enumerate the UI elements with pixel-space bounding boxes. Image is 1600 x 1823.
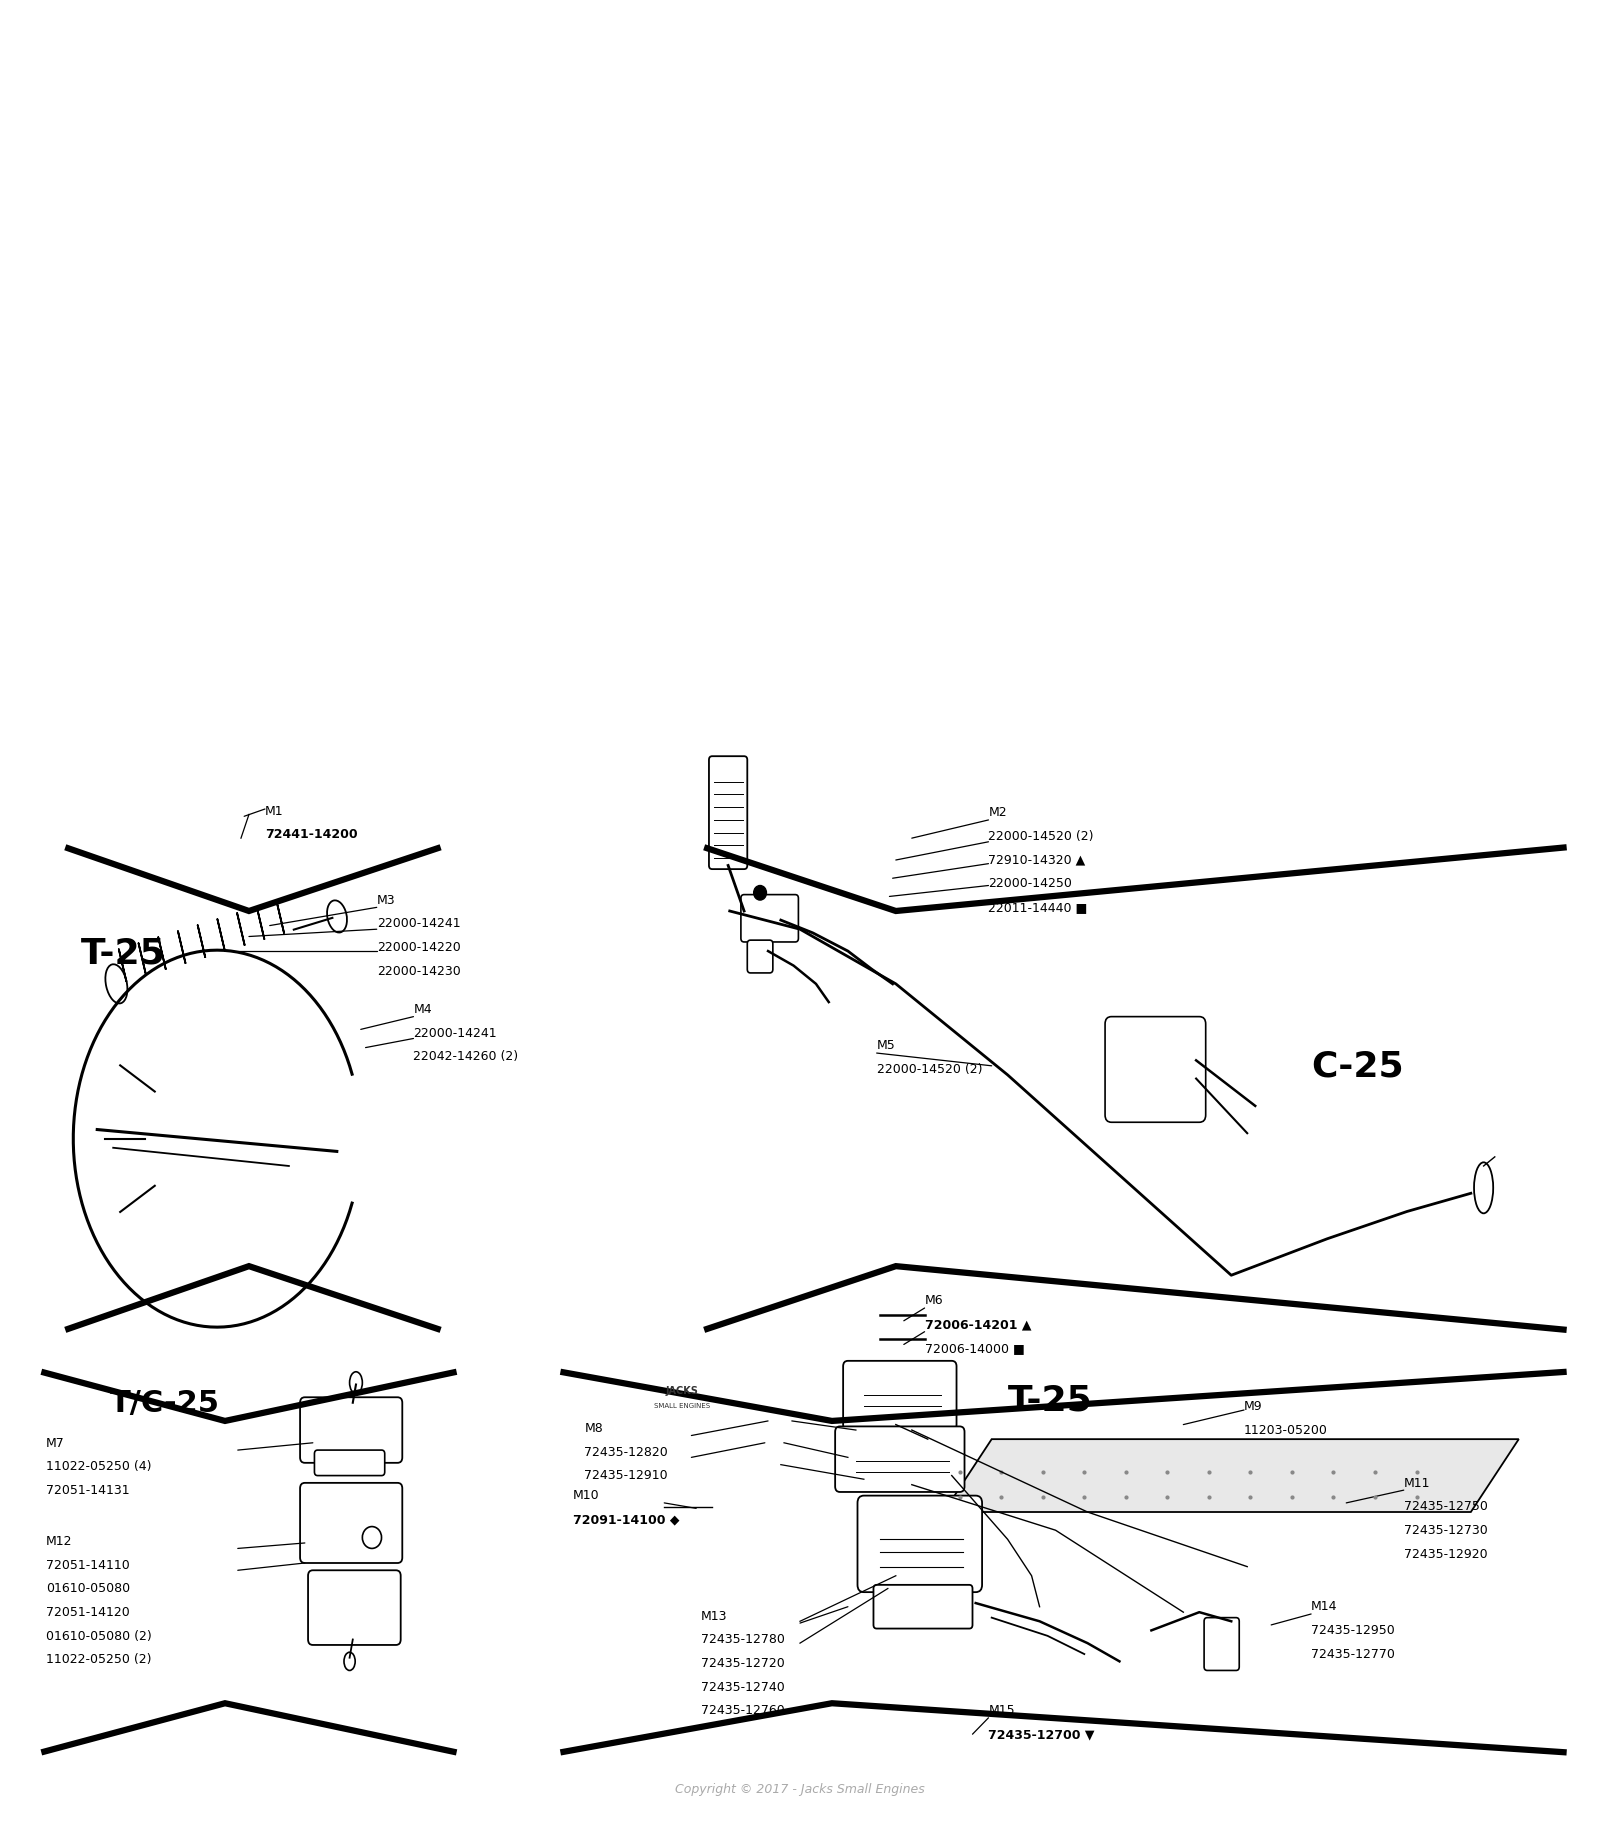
Text: 72435-12760: 72435-12760 bbox=[701, 1703, 784, 1715]
Text: M14: M14 bbox=[1310, 1599, 1338, 1613]
Text: 72441-14200: 72441-14200 bbox=[266, 828, 357, 840]
Text: M9: M9 bbox=[1245, 1400, 1262, 1413]
Text: 72435-12950: 72435-12950 bbox=[1310, 1622, 1395, 1637]
Text: M4: M4 bbox=[413, 1003, 432, 1015]
Text: 72435-12770: 72435-12770 bbox=[1310, 1646, 1395, 1661]
FancyBboxPatch shape bbox=[874, 1584, 973, 1628]
FancyBboxPatch shape bbox=[741, 895, 798, 942]
Text: 72910-14320 ▲: 72910-14320 ▲ bbox=[989, 853, 1086, 866]
Polygon shape bbox=[944, 1440, 1518, 1511]
Text: 22011-14440 ■: 22011-14440 ■ bbox=[989, 901, 1088, 913]
Text: JACKS: JACKS bbox=[666, 1385, 698, 1395]
Text: Copyright © 2017 - Jacks Small Engines: Copyright © 2017 - Jacks Small Engines bbox=[675, 1783, 925, 1796]
Text: 72435-12780: 72435-12780 bbox=[701, 1632, 786, 1646]
Text: 22000-14241: 22000-14241 bbox=[376, 917, 461, 930]
Text: 22000-14241: 22000-14241 bbox=[413, 1026, 498, 1039]
Text: M3: M3 bbox=[376, 893, 395, 906]
Text: 22042-14260 (2): 22042-14260 (2) bbox=[413, 1050, 518, 1063]
Text: 11022-05250 (4): 11022-05250 (4) bbox=[46, 1460, 152, 1473]
Text: 22000-14220: 22000-14220 bbox=[376, 941, 461, 953]
Text: 22000-14520 (2): 22000-14520 (2) bbox=[989, 829, 1094, 842]
Circle shape bbox=[362, 1526, 381, 1548]
Text: 72435-12730: 72435-12730 bbox=[1403, 1522, 1488, 1537]
Text: 72435-12910: 72435-12910 bbox=[584, 1469, 669, 1482]
FancyBboxPatch shape bbox=[747, 941, 773, 973]
Text: M1: M1 bbox=[266, 804, 283, 817]
Text: 72435-12920: 72435-12920 bbox=[1403, 1546, 1488, 1560]
Text: 11022-05250 (2): 11022-05250 (2) bbox=[46, 1652, 152, 1666]
FancyBboxPatch shape bbox=[309, 1570, 400, 1644]
Text: M12: M12 bbox=[46, 1533, 72, 1548]
FancyBboxPatch shape bbox=[709, 757, 747, 870]
Text: T/C-25: T/C-25 bbox=[110, 1389, 221, 1418]
Text: 72091-14100 ◆: 72091-14100 ◆ bbox=[573, 1511, 680, 1526]
Text: 72006-14201 ▲: 72006-14201 ▲ bbox=[925, 1318, 1030, 1331]
FancyBboxPatch shape bbox=[843, 1362, 957, 1431]
Text: 72051-14131: 72051-14131 bbox=[46, 1484, 130, 1497]
Text: 72435-12750: 72435-12750 bbox=[1403, 1500, 1488, 1513]
Text: C-25: C-25 bbox=[1310, 1050, 1403, 1083]
Text: M5: M5 bbox=[877, 1039, 896, 1052]
FancyBboxPatch shape bbox=[858, 1497, 982, 1591]
Text: M13: M13 bbox=[701, 1608, 728, 1622]
Text: 22000-14250: 22000-14250 bbox=[989, 877, 1072, 890]
FancyBboxPatch shape bbox=[301, 1398, 402, 1464]
Text: 72051-14120: 72051-14120 bbox=[46, 1604, 130, 1619]
Ellipse shape bbox=[909, 1438, 922, 1449]
FancyBboxPatch shape bbox=[1106, 1017, 1206, 1123]
Text: M2: M2 bbox=[989, 806, 1006, 819]
Text: M8: M8 bbox=[584, 1422, 603, 1435]
Text: 72051-14110: 72051-14110 bbox=[46, 1557, 130, 1571]
Text: T-25: T-25 bbox=[1008, 1382, 1093, 1416]
Text: M11: M11 bbox=[1403, 1477, 1430, 1489]
Ellipse shape bbox=[1474, 1163, 1493, 1214]
Text: T-25: T-25 bbox=[82, 937, 166, 970]
FancyBboxPatch shape bbox=[1205, 1617, 1240, 1670]
Text: 11203-05200: 11203-05200 bbox=[1245, 1424, 1328, 1437]
Circle shape bbox=[754, 886, 766, 901]
Text: 72435-12700 ▼: 72435-12700 ▼ bbox=[989, 1726, 1094, 1739]
Ellipse shape bbox=[349, 1373, 362, 1395]
FancyBboxPatch shape bbox=[315, 1451, 384, 1477]
Text: SMALL ENGINES: SMALL ENGINES bbox=[654, 1402, 710, 1407]
Ellipse shape bbox=[344, 1652, 355, 1670]
Text: 72435-12740: 72435-12740 bbox=[701, 1679, 784, 1692]
Text: 22000-14230: 22000-14230 bbox=[376, 964, 461, 977]
Text: 72435-12820: 72435-12820 bbox=[584, 1446, 669, 1458]
Text: 22000-14520 (2): 22000-14520 (2) bbox=[877, 1063, 982, 1076]
Text: 01610-05080: 01610-05080 bbox=[46, 1581, 130, 1595]
Text: M15: M15 bbox=[989, 1703, 1014, 1715]
Text: 72006-14000 ■: 72006-14000 ■ bbox=[925, 1342, 1024, 1354]
Text: M6: M6 bbox=[925, 1294, 944, 1307]
Text: M7: M7 bbox=[46, 1437, 66, 1449]
FancyBboxPatch shape bbox=[835, 1427, 965, 1493]
Text: 72435-12720: 72435-12720 bbox=[701, 1655, 784, 1670]
Text: M10: M10 bbox=[573, 1489, 600, 1502]
Text: 01610-05080 (2): 01610-05080 (2) bbox=[46, 1628, 152, 1643]
FancyBboxPatch shape bbox=[301, 1484, 402, 1562]
